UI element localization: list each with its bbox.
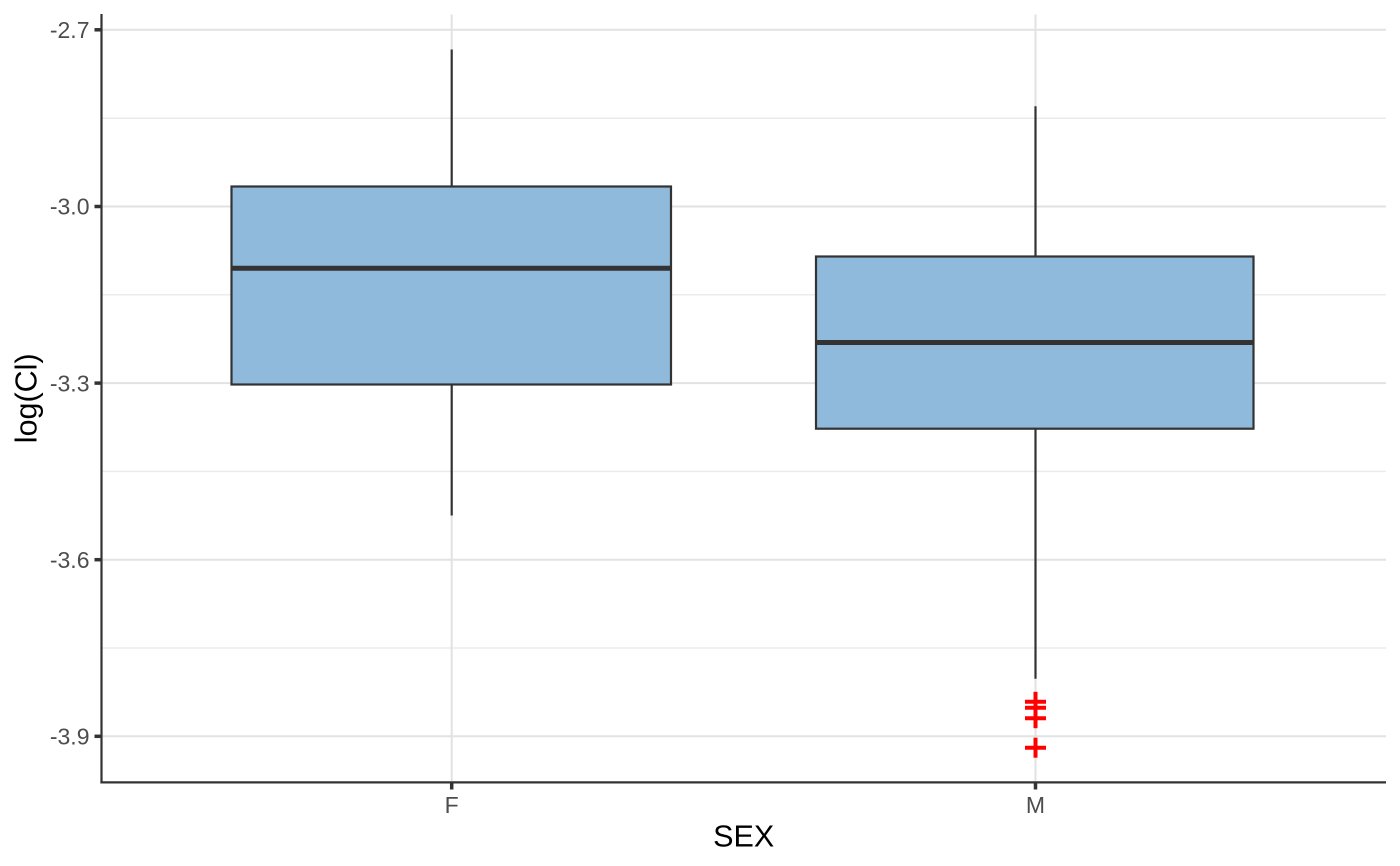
svg-text:log(Cl): log(Cl)	[10, 353, 44, 443]
svg-text:F: F	[445, 792, 459, 818]
svg-text:-3.6: -3.6	[50, 547, 90, 573]
svg-text:SEX: SEX	[713, 820, 774, 854]
svg-text:-3.3: -3.3	[50, 370, 90, 396]
svg-text:-3.0: -3.0	[50, 194, 90, 220]
svg-text:-2.7: -2.7	[50, 17, 90, 43]
svg-text:M: M	[1026, 792, 1045, 818]
svg-text:-3.9: -3.9	[50, 724, 90, 750]
